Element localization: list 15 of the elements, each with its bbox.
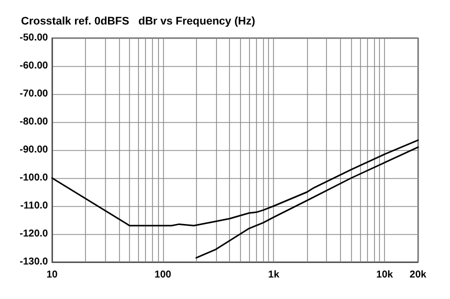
y-tick-label: -130.0 (20, 256, 48, 268)
x-tick-label: 20k (410, 270, 427, 280)
y-tick-label: -80.00 (20, 116, 48, 128)
y-tick-label: -60.00 (20, 60, 48, 72)
y-tick-label: -90.00 (20, 144, 48, 156)
y-tick-label: -70.00 (20, 88, 48, 100)
y-tick-label: -50.00 (20, 32, 48, 44)
y-tick-label: -110.0 (20, 200, 48, 212)
x-tick-label: 1k (268, 270, 280, 280)
y-tick-label: -120.0 (20, 228, 48, 240)
x-tick-label: 10 (46, 270, 58, 280)
y-tick-label: -100.0 (20, 172, 48, 184)
x-tick-label: 10k (376, 270, 394, 280)
chart-title: Crosstalk ref. 0dBFS dBr vs Frequency (Hz) (21, 16, 256, 28)
x-tick-label: 100 (154, 270, 172, 280)
